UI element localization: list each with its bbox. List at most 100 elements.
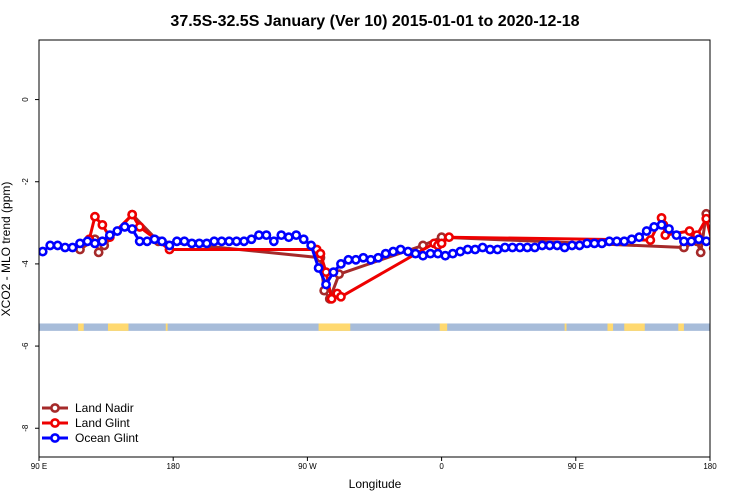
data-point-ocean-glint [447, 248, 458, 259]
x-tick-label: 0 [439, 462, 444, 471]
legend-marker [50, 418, 60, 428]
data-point-ocean-glint [39, 246, 48, 257]
data-point-ocean-glint [313, 263, 324, 273]
data-point-ocean-glint [201, 238, 212, 249]
data-point-land-nadir [93, 247, 104, 258]
y-axis: 0 -2 -4 -6 -8 [21, 97, 39, 432]
data-point-ocean-glint [582, 238, 592, 249]
land-patch [78, 323, 84, 331]
legend-marker [50, 433, 60, 443]
x-tick-label: 180 [167, 462, 181, 471]
data-point-ocean-glint [388, 246, 399, 257]
data-point-ocean-glint [239, 236, 249, 247]
data-point-ocean-glint [641, 226, 652, 236]
data-point-ocean-glint [216, 236, 227, 247]
land-patch [165, 323, 168, 331]
data-point-ocean-glint [492, 244, 503, 255]
legend-item-ocean-glint: Ocean Glint [42, 431, 139, 445]
data-point-land-glint [134, 222, 145, 232]
land-patch [624, 323, 645, 331]
data-point-ocean-glint [373, 252, 384, 263]
land-patch [318, 323, 351, 331]
legend-label: Ocean Glint [75, 431, 139, 445]
x-axis: 90 E 180 90 W 0 90 E 180 [31, 457, 717, 471]
data-point-ocean-glint [432, 248, 443, 259]
data-point-land-glint [645, 235, 656, 245]
data-point-ocean-glint [358, 252, 369, 263]
legend-label: Land Nadir [75, 401, 134, 415]
data-point-ocean-glint [306, 240, 317, 251]
data-point-ocean-glint [455, 246, 466, 257]
data-point-ocean-glint [418, 250, 428, 261]
data-point-ocean-glint [485, 244, 495, 255]
data-point-ocean-glint [552, 240, 563, 251]
data-point-land-glint [444, 232, 454, 243]
x-tick-label: 90 E [31, 462, 47, 471]
data-point-ocean-glint [119, 222, 130, 232]
data-point-ocean-glint [224, 236, 235, 247]
data-point-ocean-glint [82, 236, 93, 247]
data-point-ocean-glint [157, 236, 167, 247]
land-patch [107, 323, 129, 331]
data-point-ocean-glint [664, 224, 674, 234]
x-tick-label: 90 E [568, 462, 584, 471]
data-point-ocean-glint [477, 242, 488, 253]
data-point-ocean-glint [350, 254, 361, 265]
y-tick-label: -4 [21, 260, 30, 268]
data-point-ocean-glint [537, 240, 548, 251]
data-point-ocean-glint [194, 238, 205, 249]
data-point-land-glint [436, 238, 447, 249]
data-point-ocean-glint [701, 236, 710, 247]
data-point-ocean-glint [90, 238, 100, 249]
land-patch [439, 323, 448, 331]
data-point-ocean-glint [60, 242, 70, 253]
legend-item-land-glint: Land Glint [42, 416, 130, 430]
data-point-ocean-glint [134, 236, 145, 247]
y-tick-label: -2 [21, 178, 30, 186]
chart-title: 37.5S-32.5S January (Ver 10) 2015-01-01 … [170, 13, 579, 30]
data-point-ocean-glint [104, 230, 115, 241]
data-point-land-glint [701, 213, 710, 224]
legend-label: Land Glint [75, 416, 130, 430]
data-point-ocean-glint [164, 240, 175, 251]
data-point-ocean-glint [179, 236, 190, 247]
legend-item-land-nadir: Land Nadir [42, 401, 134, 415]
data-point-ocean-glint [686, 236, 697, 247]
data-point-ocean-glint [321, 279, 331, 290]
data-point-ocean-glint [559, 242, 570, 253]
data-point-ocean-glint [261, 230, 272, 241]
data-point-ocean-glint [634, 232, 645, 243]
land-patch [564, 323, 567, 331]
data-point-ocean-glint [186, 238, 197, 249]
data-point-ocean-glint [619, 236, 630, 247]
data-point-ocean-glint [172, 236, 182, 247]
data-point-ocean-glint [403, 246, 413, 257]
data-point-ocean-glint [283, 232, 294, 243]
data-point-land-glint [97, 219, 108, 230]
data-point-land-glint [90, 211, 100, 222]
data-point-ocean-glint [246, 234, 257, 245]
plot-frame [38, 39, 711, 458]
data-point-ocean-glint [611, 236, 622, 247]
data-point-ocean-glint [679, 236, 689, 247]
data-point-ocean-glint [395, 244, 406, 255]
data-point-ocean-glint [149, 234, 160, 245]
data-point-ocean-glint [127, 224, 138, 234]
data-point-land-nadir [695, 247, 706, 258]
data-point-land-glint [321, 267, 331, 278]
data-point-ocean-glint [52, 240, 63, 251]
data-point-land-glint [326, 293, 337, 304]
data-point-ocean-glint [276, 230, 287, 241]
data-point-ocean-glint [671, 230, 682, 241]
data-point-ocean-glint [75, 238, 85, 249]
x-tick-label: 180 [703, 462, 717, 471]
data-point-ocean-glint [596, 238, 607, 249]
data-point-ocean-glint [649, 222, 659, 232]
y-axis-label: XCO2 - MLO trend (ppm) [0, 182, 13, 317]
y-tick-label: -6 [21, 342, 30, 350]
data-point-ocean-glint [604, 236, 615, 247]
data-point-ocean-glint [268, 236, 279, 247]
